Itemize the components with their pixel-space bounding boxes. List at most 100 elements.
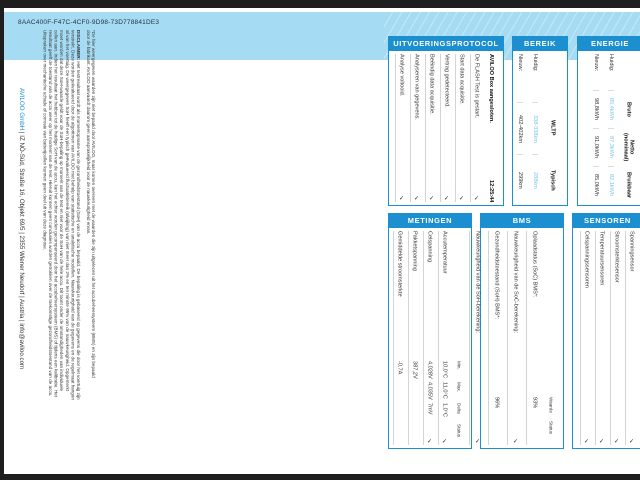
bms-row: Oplaadstatus (SoC) BMS*: 93% xyxy=(526,231,545,445)
check-icon: ✓ xyxy=(428,195,434,202)
bereik-value: 288km xyxy=(532,154,538,206)
metingen-row: Accutemperatuur 10,0°C 11,0°C 1,0°C ✓ xyxy=(438,231,453,445)
bms-row: Nauwkeurigheid van de SoH-berekening: ✓ xyxy=(469,231,488,445)
check-icon: ✓ xyxy=(628,438,634,445)
metingen-label: Pakketspanning xyxy=(411,231,418,271)
bms-panel: BMS Waarde Status Oplaadstatus (SoC) BMS*:… xyxy=(469,213,564,449)
protocol-step: Analyse voltooid. ✓ xyxy=(395,54,410,202)
bms-label: Nauwkeurigheid van de SoH-berekening: xyxy=(474,231,481,333)
protocol-step: Beëindig data acquisitie. ✓ xyxy=(425,54,440,202)
bms-title: BMS xyxy=(481,214,563,228)
protocol-step-label: Analyse voltooid. xyxy=(398,54,405,97)
metingen-label: Gemiddelde stroomsterkte xyxy=(396,231,403,297)
protocol-head: AVILOO Box aangesloten. xyxy=(488,54,494,123)
protocol-panel: UITVOERINGSPROTOCOL AVILOO Box aangeslot… xyxy=(388,36,504,206)
bereik-row-label: Nieuw: xyxy=(517,54,523,72)
protocol-step-label: Beëindig data acquisitie. xyxy=(428,54,435,115)
metingen-value: 4,028V xyxy=(426,361,433,379)
metingen-col-header: Delta xyxy=(456,403,462,414)
energie-header-row: Bruto Netto (nominaal) Bruikbaar xyxy=(620,54,640,202)
protocol-title: UITVOERINGSPROTOCOL xyxy=(389,37,503,51)
sensor-row: Temperatuursensoren ✓ xyxy=(595,231,610,445)
bms-label: Oplaadstatus (SoC) BMS*: xyxy=(531,231,538,298)
metingen-value: 10,0°C xyxy=(441,361,448,379)
bms-col-header: Status xyxy=(548,421,554,435)
metingen-value: 4,035V xyxy=(426,382,433,400)
sensor-label: Spanningsensor xyxy=(628,231,635,272)
bereik-col-header: WLTP xyxy=(549,120,556,136)
protocol-step: Analyseren van gegevens. ✓ xyxy=(410,54,425,202)
check-icon: ✓ xyxy=(598,438,604,445)
metingen-value: 387,2V xyxy=(411,361,418,379)
bereik-row-label: Huidig: xyxy=(532,54,538,72)
bms-row: Gezondheidstoestand (SoH) BMS*: 96% xyxy=(488,231,507,445)
energie-value: 85,4kWh xyxy=(608,90,614,128)
sensor-label: Temperatuursensoren xyxy=(598,231,605,286)
disclaimer-label: DISCLAIMER: xyxy=(76,30,81,61)
bereik-row: Nieuw: 402-402km 299km xyxy=(514,54,529,202)
metingen-value: -0,7A xyxy=(396,361,403,375)
metingen-label: Accutemperatuur xyxy=(441,231,448,274)
protocol-step: De FLASH Test is gestart. ✓ xyxy=(470,54,485,202)
check-icon: ✓ xyxy=(458,195,464,202)
sensor-row: Stroomsterktesensor ✓ xyxy=(610,231,625,445)
energie-value: 87,3kWh xyxy=(608,128,614,166)
bms-label: Nauwkeurigheid van de SoC-berekening: xyxy=(512,231,519,333)
energie-row: Huidig: 85,4kWh 87,3kWh 82,1kWh xyxy=(605,54,620,202)
bms-row: Nauwkeurigheid van de SoC-berekening: ✓ xyxy=(507,231,526,445)
bms-col-header: Waarde xyxy=(548,397,554,413)
check-icon: ✓ xyxy=(473,195,479,202)
sensor-label: Celspanningssensoren xyxy=(583,231,590,288)
check-icon: ✓ xyxy=(441,438,447,445)
energie-row: Nieuw: 98,8kWh 91,0kWh 85,0kWh xyxy=(590,54,605,202)
check-icon: ✓ xyxy=(474,438,480,445)
metingen-panel: METINGEN Min. Max. Delta Status Accutemperat… xyxy=(388,213,472,449)
bereik-panel: BEREIK WLTP Typisch Huidig: 338-338km 288km N… xyxy=(512,36,568,206)
protocol-time: 12:25:44 xyxy=(488,179,494,202)
check-icon: ✓ xyxy=(512,438,518,445)
check-icon: ✓ xyxy=(426,438,432,445)
check-icon: ✓ xyxy=(443,195,449,202)
metingen-row: Gemiddelde stroomsterkte -0,7A xyxy=(393,231,408,445)
bereik-col-header: Typisch xyxy=(549,169,556,191)
energie-col-header: Bruikbaar xyxy=(625,171,632,199)
footer: AVILOO GmbH | IZ NÖ-Süd, Straße 16, Obje… xyxy=(15,88,25,448)
metingen-col-header: Status xyxy=(456,424,462,438)
check-icon: ✓ xyxy=(398,195,404,202)
bereik-value: 338-338km xyxy=(532,102,538,154)
energie-row-label: Huidig: xyxy=(608,54,614,72)
energie-title: ENERGIE xyxy=(578,37,640,51)
energie-col-header: Bruto xyxy=(625,101,632,117)
metingen-col-header: Max. xyxy=(456,382,462,392)
metingen-value: 7mV xyxy=(426,403,433,415)
protocol-step: Vertrag gedetecteerd. ✓ xyxy=(440,54,455,202)
sensoren-title: SENSOREN xyxy=(573,214,640,228)
bms-value: 93% xyxy=(531,397,538,409)
protocol-step-label: Start data acquisitie. xyxy=(458,54,465,105)
bereik-row: Huidig: 338-338km 288km xyxy=(529,54,544,202)
footer-brand: AVILOO GmbH xyxy=(18,88,25,131)
protocol-step-label: Vertrag gedetecteerd. xyxy=(443,54,450,108)
check-icon: ✓ xyxy=(413,195,419,202)
energie-col-header: Netto (nominaal) xyxy=(622,132,635,162)
disclaimer-text: Het testresultaat wordt als momentopname… xyxy=(42,30,81,400)
sensoren-panel: SENSOREN Spanningsensor ✓ Stroomsterktesen… xyxy=(572,213,640,449)
disclaimer: DISCLAIMER: Het testresultaat wordt als … xyxy=(35,30,81,400)
energie-value: 82,1kWh xyxy=(608,166,614,204)
protocol-step: Start data acquisitie. ✓ xyxy=(455,54,470,202)
metingen-header-row: Min. Max. Delta Status xyxy=(453,231,468,445)
bms-header-row: Waarde Status xyxy=(545,231,560,445)
energie-row-label: Nieuw: xyxy=(593,54,599,72)
check-icon: ✓ xyxy=(613,438,619,445)
bereik-value: 402-402km xyxy=(517,102,523,154)
bms-label: Gezondheidstoestand (SoH) BMS*: xyxy=(493,231,500,319)
energie-value: 85,0kWh xyxy=(593,166,599,204)
metingen-title: METINGEN xyxy=(389,214,471,228)
metingen-col-header: Min. xyxy=(456,361,462,370)
energie-panel: ENERGIE Bruto Netto (nominaal) Bruikbaar Hu… xyxy=(577,36,640,206)
bms-value: 96% xyxy=(493,397,500,409)
bereik-header-row: WLTP Typisch xyxy=(544,54,564,202)
sensor-row: Celspanningssensoren ✓ xyxy=(580,231,595,445)
metingen-value: 11,0°C xyxy=(441,382,448,399)
protocol-head-row: AVILOO Box aangesloten. 12:25:44 xyxy=(485,54,500,202)
